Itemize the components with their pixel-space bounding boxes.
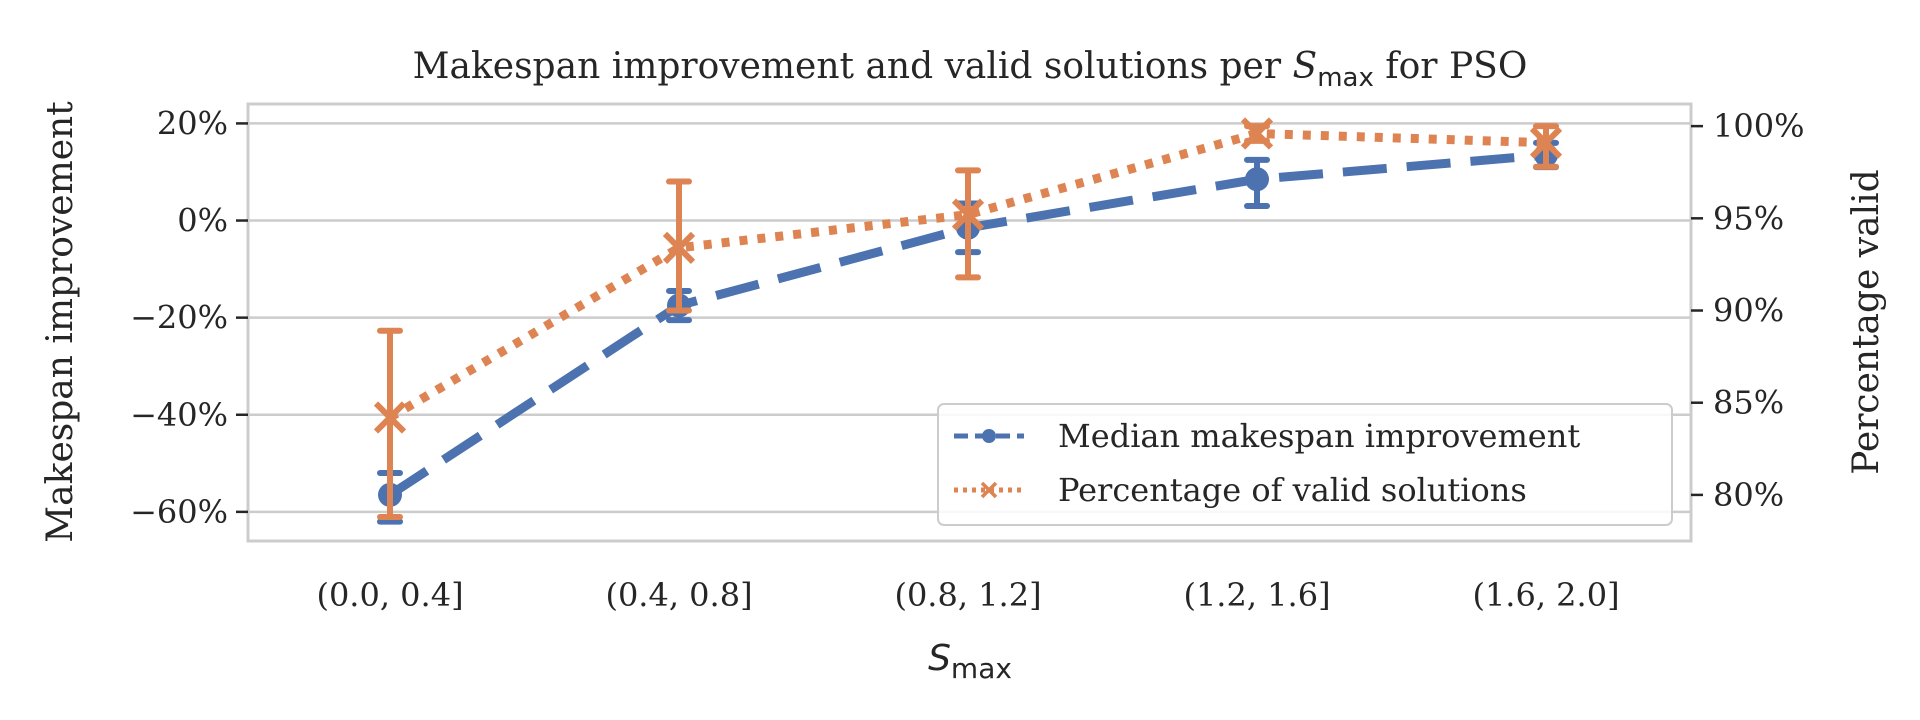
plot-frame bbox=[246, 102, 1693, 543]
legend-entry: Percentage of valid solutions bbox=[954, 471, 1527, 509]
left-y-axis: 20% 0% −20% −40% −60% bbox=[130, 104, 248, 531]
right-tick-label: 100% bbox=[1713, 107, 1804, 145]
plot-series bbox=[373, 117, 1563, 525]
right-y-axis: 100% 95% 90% 85% 80% bbox=[1691, 107, 1804, 514]
data-point-x-marker bbox=[662, 231, 696, 264]
chart-title: Makespan improvement and valid solutions… bbox=[413, 46, 1528, 93]
right-tick-label: 95% bbox=[1713, 199, 1784, 237]
left-tick-label: −60% bbox=[130, 493, 228, 531]
legend-label: Median makespan improvement bbox=[1058, 417, 1580, 455]
legend-label: Percentage of valid solutions bbox=[1058, 471, 1527, 509]
series-group bbox=[373, 117, 1563, 521]
data-point-x-marker bbox=[373, 401, 407, 434]
x-tick-label: (0.8, 1.2] bbox=[894, 576, 1041, 614]
data-point-x-marker bbox=[951, 198, 985, 231]
right-y-axis-label: Percentage valid bbox=[1846, 169, 1887, 474]
left-tick-label: 0% bbox=[177, 202, 228, 240]
left-tick-label: 20% bbox=[157, 104, 228, 142]
x-axis: (0.0, 0.4] (0.4, 0.8] (0.8, 1.2] (1.2, 1.6]… bbox=[316, 576, 1619, 614]
legend-box bbox=[937, 403, 1673, 526]
data-point-x-marker bbox=[980, 481, 998, 499]
legend: Median makespan improvement Percentage of… bbox=[937, 403, 1673, 526]
legend-marker bbox=[982, 429, 996, 443]
x-axis-label: Smax bbox=[928, 638, 1012, 685]
data-point bbox=[1245, 167, 1269, 192]
x-tick-label: (1.2, 1.6] bbox=[1183, 576, 1330, 614]
right-tick-label: 85% bbox=[1713, 384, 1784, 422]
x-tick-label: (1.6, 2.0] bbox=[1472, 576, 1619, 614]
series-line bbox=[387, 128, 1547, 422]
legend-entry: Median makespan improvement bbox=[954, 417, 1580, 455]
data-point-x-marker bbox=[1240, 117, 1274, 150]
right-tick-label: 80% bbox=[1713, 476, 1784, 514]
right-tick-label: 90% bbox=[1713, 292, 1784, 330]
left-tick-label: −40% bbox=[130, 396, 228, 434]
data-point-x-marker bbox=[1529, 126, 1563, 159]
x-tick-label: (0.4, 0.8] bbox=[605, 576, 752, 614]
left-tick-label: −20% bbox=[130, 299, 228, 337]
x-tick-label: (0.0, 0.4] bbox=[316, 576, 463, 614]
left-y-axis-label: Makespan improvement bbox=[40, 101, 81, 543]
